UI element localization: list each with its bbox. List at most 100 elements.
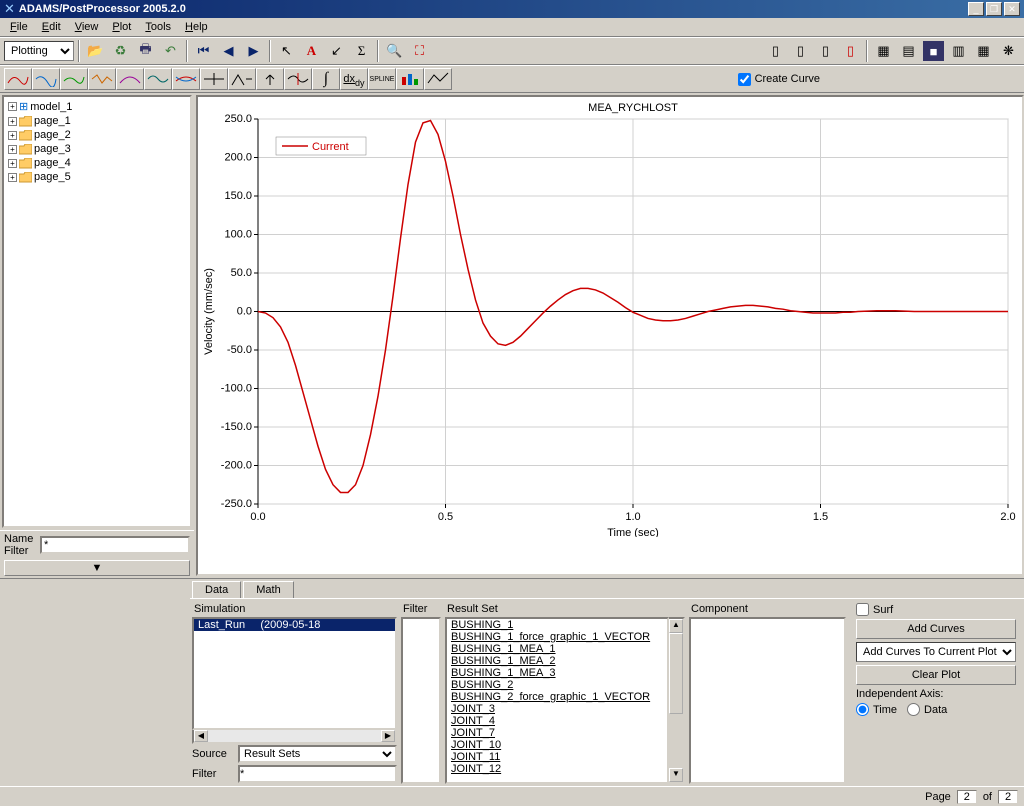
layout1-icon[interactable]: ▦ (872, 40, 895, 62)
open-icon[interactable]: 📂 (84, 40, 107, 62)
settings-icon[interactable]: ❋ (997, 40, 1020, 62)
menu-edit[interactable]: Edit (36, 20, 67, 34)
curve-tool-1-icon[interactable] (4, 68, 32, 90)
scroll-up-icon[interactable]: ▲ (669, 619, 683, 633)
list-item[interactable]: BUSHING_1_MEA_3 (447, 667, 667, 679)
add-mode-dropdown[interactable]: Add Curves To Current Plot (856, 642, 1016, 662)
tree-item[interactable]: +page_2 (6, 128, 188, 142)
source-dropdown[interactable]: Result Sets (238, 745, 397, 763)
layout2-icon[interactable]: ▤ (897, 40, 920, 62)
page-add-icon[interactable]: ▯ (789, 40, 812, 62)
scrollbar-track[interactable] (208, 730, 381, 742)
name-filter-input[interactable] (40, 536, 190, 554)
data-radio[interactable] (907, 703, 920, 716)
menu-tools[interactable]: Tools (139, 20, 177, 34)
filter-input[interactable] (238, 765, 397, 783)
curve-tool-2-icon[interactable] (32, 68, 60, 90)
layout3-icon[interactable]: ■ (922, 40, 945, 62)
plot-panel[interactable]: 0.00.51.01.52.0-250.0-200.0-150.0-100.0-… (196, 95, 1024, 576)
list-item[interactable]: BUSHING_1_force_graphic_1_VECTOR (447, 631, 667, 643)
layout5-icon[interactable]: ▦ (972, 40, 995, 62)
tree-toggle-icon[interactable]: + (8, 117, 17, 126)
curve-tool-15-icon[interactable] (396, 68, 424, 90)
tree-item[interactable]: +⊞model_1 (6, 99, 188, 114)
zoom-icon[interactable]: 🔍 (383, 40, 406, 62)
component-listbox[interactable] (689, 617, 846, 784)
menu-plot[interactable]: Plot (106, 20, 137, 34)
curve-tool-7-icon[interactable] (172, 68, 200, 90)
curve-tool-6-icon[interactable] (144, 68, 172, 90)
curve-tool-4-icon[interactable] (88, 68, 116, 90)
tree-item[interactable]: +page_4 (6, 156, 188, 170)
scroll-down-icon[interactable]: ▼ (669, 768, 683, 782)
menu-help[interactable]: Help (179, 20, 214, 34)
curve-tool-16-icon[interactable] (424, 68, 452, 90)
list-item[interactable]: BUSHING_2 (447, 679, 667, 691)
list-item[interactable]: BUSHING_1_MEA_1 (447, 643, 667, 655)
tree-toggle-icon[interactable]: + (8, 131, 17, 140)
filter-listbox[interactable] (401, 617, 441, 784)
reload-icon[interactable]: ♻ (109, 40, 132, 62)
simulation-listbox[interactable]: Last_Run (2009-05-18 (192, 617, 397, 730)
maximize-button[interactable]: ❐ (986, 2, 1002, 16)
curve-tool-10-icon[interactable] (256, 68, 284, 90)
tab-data[interactable]: Data (192, 581, 241, 598)
tree-panel[interactable]: +⊞model_1+page_1+page_2+page_3+page_4+pa… (2, 95, 192, 528)
page-delete-icon[interactable]: ▯ (839, 40, 862, 62)
annotate-icon[interactable]: ↙ (325, 40, 348, 62)
scroll-right-icon[interactable]: ▶ (381, 730, 395, 742)
create-curve-checkbox[interactable] (738, 73, 751, 86)
surf-checkbox[interactable] (856, 603, 869, 616)
time-radio[interactable] (856, 703, 869, 716)
integral-icon[interactable]: ∫ (312, 68, 340, 90)
print-icon[interactable]: 🖶 (134, 40, 157, 62)
list-item[interactable]: JOINT_4 (447, 715, 667, 727)
curve-tool-9-icon[interactable] (228, 68, 256, 90)
tree-item[interactable]: +page_5 (6, 170, 188, 184)
list-item[interactable]: BUSHING_1_MEA_2 (447, 655, 667, 667)
first-icon[interactable]: ⏮ (192, 40, 215, 62)
minimize-button[interactable]: _ (968, 2, 984, 16)
clear-plot-button[interactable]: Clear Plot (856, 665, 1016, 685)
list-item[interactable]: BUSHING_1 (447, 619, 667, 631)
prev-icon[interactable]: ◀ (217, 40, 240, 62)
sigma-icon[interactable]: Σ (350, 40, 373, 62)
list-item[interactable]: JOINT_3 (447, 703, 667, 715)
page-new-icon[interactable]: ▯ (764, 40, 787, 62)
curve-tool-8-icon[interactable] (200, 68, 228, 90)
page-blank-icon[interactable]: ▯ (814, 40, 837, 62)
tree-toggle-icon[interactable]: + (8, 145, 17, 154)
list-item[interactable]: JOINT_12 (447, 763, 667, 775)
text-tool-icon[interactable]: A (300, 40, 323, 62)
tree-item[interactable]: +page_3 (6, 142, 188, 156)
cursor-icon[interactable]: ↖ (275, 40, 298, 62)
curve-tool-5-icon[interactable] (116, 68, 144, 90)
menu-view[interactable]: View (69, 20, 105, 34)
list-item[interactable]: BUSHING_2_force_graphic_1_VECTOR (447, 691, 667, 703)
scroll-left-icon[interactable]: ◀ (194, 730, 208, 742)
tree-toggle-icon[interactable]: + (8, 102, 17, 111)
menu-file[interactable]: File (4, 20, 34, 34)
resultset-listbox[interactable]: BUSHING_1BUSHING_1_force_graphic_1_VECTO… (445, 617, 669, 784)
expand-toggle[interactable]: ▼ (4, 560, 190, 576)
add-curves-button[interactable]: Add Curves (856, 619, 1016, 639)
derivative-icon[interactable]: dxdy (340, 68, 368, 90)
next-icon[interactable]: ▶ (242, 40, 265, 62)
tree-toggle-icon[interactable]: + (8, 173, 17, 182)
scrollbar-track[interactable] (669, 633, 683, 768)
tree-item[interactable]: +page_1 (6, 114, 188, 128)
undo-icon[interactable]: ↶ (159, 40, 182, 62)
spline-icon[interactable]: SPLINE (368, 68, 396, 90)
list-item[interactable]: JOINT_10 (447, 739, 667, 751)
tab-math[interactable]: Math (243, 581, 293, 598)
list-item[interactable]: Last_Run (2009-05-18 (194, 619, 395, 631)
list-item[interactable]: JOINT_11 (447, 751, 667, 763)
list-item[interactable]: JOINT_7 (447, 727, 667, 739)
zoom-box-icon[interactable]: ⛶ (408, 40, 431, 62)
curve-tool-11-icon[interactable] (284, 68, 312, 90)
close-button[interactable]: ✕ (1004, 2, 1020, 16)
mode-dropdown[interactable]: Plotting (4, 41, 74, 61)
tree-toggle-icon[interactable]: + (8, 159, 17, 168)
layout4-icon[interactable]: ▥ (947, 40, 970, 62)
curve-tool-3-icon[interactable] (60, 68, 88, 90)
